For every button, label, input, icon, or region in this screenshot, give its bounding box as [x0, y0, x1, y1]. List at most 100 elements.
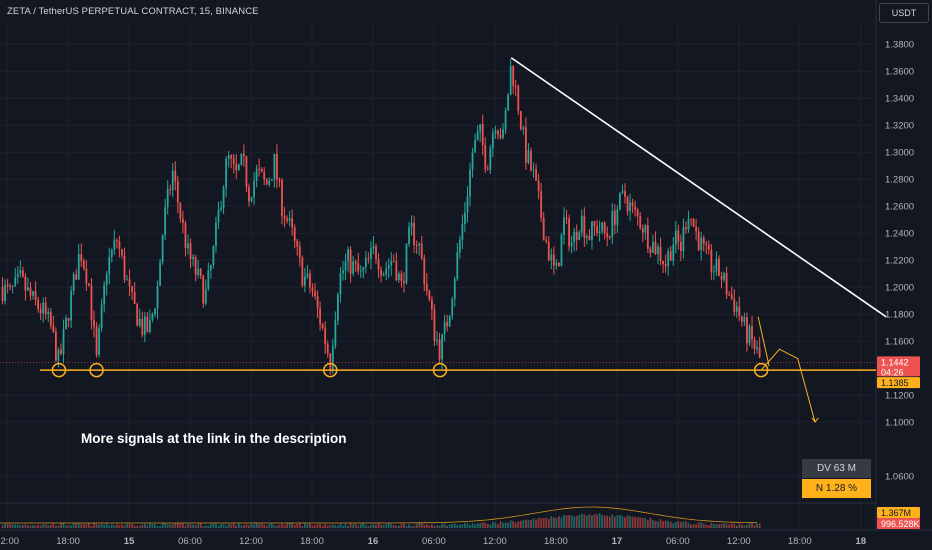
volume-bar	[481, 522, 484, 528]
volume-bar	[110, 524, 113, 528]
candle-body	[624, 191, 626, 197]
y-tick-label: 1.1600	[885, 337, 914, 348]
candle-body	[296, 240, 299, 247]
volume-bar	[278, 524, 281, 528]
candle-body	[110, 249, 113, 257]
volume-bar	[646, 520, 649, 528]
candle-body	[560, 234, 563, 267]
volume-bar	[67, 525, 70, 528]
candle-body	[220, 207, 222, 210]
volume-bar	[197, 523, 200, 528]
volume-bar	[537, 517, 540, 528]
symbol-title: ZETA / TetherUS PERPETUAL CONTRACT, 15, …	[7, 6, 259, 17]
volume-bar	[113, 525, 116, 528]
volume-bar	[321, 525, 324, 528]
volume-bar	[611, 514, 614, 528]
volume-bar	[309, 523, 311, 528]
volume-bar	[527, 520, 530, 528]
y-tick-label: 1.1200	[885, 391, 914, 402]
candle-body	[575, 231, 578, 240]
candle-body	[733, 298, 736, 312]
volume-bar	[70, 525, 73, 528]
candle-body	[11, 285, 14, 287]
volume-bar	[286, 523, 288, 528]
x-tick-label: 15	[124, 536, 135, 547]
candle-body	[448, 315, 451, 327]
volume-bar	[62, 523, 65, 528]
volume-bar	[118, 524, 121, 528]
volume-bar	[220, 524, 222, 528]
x-tick-label: 12:00	[0, 536, 19, 547]
volume-bar	[4, 523, 6, 528]
candle-body	[611, 210, 614, 238]
volume-high-tag-bg	[877, 507, 920, 518]
volume-bar	[128, 523, 131, 528]
candle-body	[705, 243, 708, 245]
volume-bar	[54, 525, 57, 528]
candle-body	[4, 284, 6, 301]
candle-body	[113, 240, 116, 250]
candle-body	[672, 244, 675, 261]
volume-bar	[301, 525, 304, 528]
volume-bar	[57, 525, 60, 528]
volume-bar	[123, 525, 126, 528]
volume-bar	[497, 524, 499, 528]
volume-bar	[408, 524, 410, 528]
candle-body	[748, 326, 751, 344]
volume-bar	[428, 525, 431, 528]
volume-bar	[662, 521, 664, 528]
volume-bar	[143, 523, 146, 528]
volume-bar	[342, 525, 344, 528]
x-tick-label: 12:00	[483, 536, 507, 547]
candle-body	[619, 192, 621, 210]
candle-body	[405, 243, 408, 283]
candle-body	[82, 260, 85, 269]
candle-body	[687, 218, 690, 230]
volume-bar	[461, 524, 464, 528]
volume-bar	[329, 524, 332, 528]
candle-body	[240, 153, 243, 165]
support-touch-circle	[323, 362, 338, 378]
volume-last-tag: 996.528K	[877, 518, 920, 529]
volume-bar	[85, 523, 88, 528]
candle-body	[479, 123, 482, 132]
volume-bar	[707, 525, 710, 528]
candle-body	[639, 216, 642, 229]
candle-body	[545, 240, 548, 242]
y-tick-label: 1.2200	[885, 256, 914, 267]
candle-body	[466, 196, 469, 213]
volume-bar	[560, 517, 563, 528]
candle-body	[730, 294, 733, 299]
x-tick-label: 06:00	[178, 536, 202, 547]
candle-body	[601, 222, 604, 232]
volume-bar	[156, 525, 159, 528]
volume-bar	[270, 523, 273, 528]
volume-bar	[489, 524, 492, 528]
volume-bar	[367, 525, 370, 528]
volume-bar	[339, 523, 342, 528]
candle-body	[585, 236, 588, 238]
currency-button[interactable]: USDT	[879, 3, 929, 23]
candle-body	[209, 264, 212, 271]
candle-body	[438, 339, 441, 360]
candle-body	[662, 260, 664, 265]
candle-body	[654, 241, 657, 254]
candle-body	[1, 287, 4, 301]
volume-bar	[532, 518, 535, 528]
volume-bar	[486, 523, 489, 528]
y-tick-label: 1.3600	[885, 67, 914, 78]
candle-body	[65, 318, 67, 330]
candle-body	[126, 279, 128, 281]
candle-body	[24, 276, 27, 291]
candle-body	[469, 169, 471, 197]
volume-bar	[535, 519, 537, 528]
volume-bar	[253, 524, 255, 528]
candle-body	[491, 132, 494, 149]
volume-bar	[441, 523, 443, 528]
volume-bar	[319, 524, 322, 528]
candle-body	[433, 309, 436, 341]
candle-body	[72, 274, 75, 291]
candle-body	[537, 180, 540, 192]
volume-bar	[166, 524, 169, 528]
